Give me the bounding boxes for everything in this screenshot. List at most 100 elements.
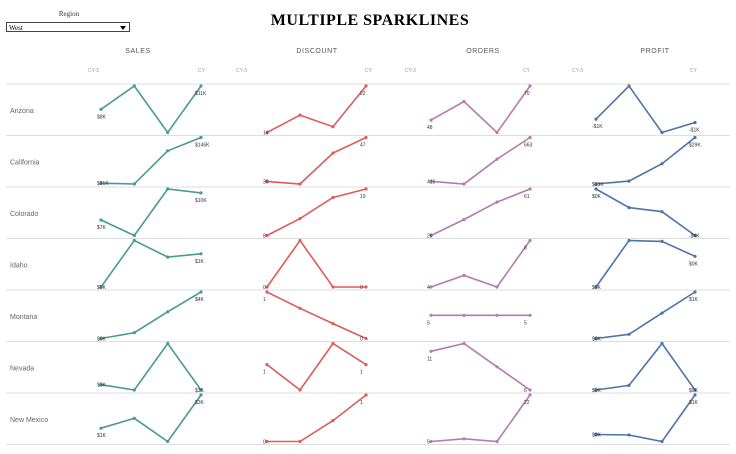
data-label-first: $3K: [97, 383, 107, 389]
sparkline-point: [660, 341, 664, 346]
data-label-first: 5: [427, 320, 430, 326]
axis-label-end: CY: [690, 68, 698, 74]
data-label-last: 19: [360, 194, 366, 200]
sparkline-discount: [266, 136, 367, 185]
sparkline-point: [660, 162, 664, 166]
sparkline-point: [265, 130, 269, 135]
sparkline-point: [364, 285, 368, 289]
sparkline-point: [528, 388, 532, 392]
data-label-last: 22: [360, 91, 366, 97]
data-label-last: 70: [524, 91, 530, 97]
sparkline-point: [627, 238, 631, 243]
sparkline-point: [364, 393, 368, 397]
sparkline-point: [429, 313, 433, 317]
sparkline-point: [627, 179, 631, 183]
sparkline-profit: [595, 239, 696, 288]
sparkline-point: [660, 130, 664, 135]
data-label-first: $0K: [97, 285, 107, 291]
sparkline-profit: [595, 136, 696, 185]
sparkline-discount: [266, 342, 367, 392]
sparkline-profit: [595, 188, 696, 237]
data-label-last: $10K: [195, 198, 207, 204]
data-label-first: 1: [263, 297, 266, 303]
sparkline-point: [364, 336, 368, 341]
sparkline-point: [528, 135, 532, 140]
sparkline-point: [132, 233, 136, 238]
sparkline-point: [495, 130, 499, 135]
sparkline-point: [99, 426, 103, 430]
data-label-first: 30: [263, 179, 269, 185]
sparkline-point: [99, 218, 103, 222]
sparkline-point: [660, 439, 664, 444]
sparkline-point: [132, 182, 136, 186]
data-label-last: 8: [524, 246, 527, 252]
sparkline-point: [99, 383, 103, 387]
sparkline-point: [199, 290, 203, 294]
row-label-state: New Mexico: [10, 417, 48, 424]
data-label-last: 22: [524, 400, 530, 406]
data-label-first: $8K: [97, 114, 107, 120]
data-label-last: 6: [524, 388, 527, 394]
sparkline-point: [627, 383, 631, 387]
sparkline-point: [693, 388, 697, 392]
column-header-sales: SALES: [125, 48, 151, 55]
sparkline-sales: [100, 239, 202, 288]
sparkline-sales: [100, 188, 202, 237]
sparkline-point: [364, 135, 368, 140]
axis-label-start: CY-3: [88, 68, 99, 74]
sparkline-point: [693, 393, 697, 397]
sparkline-point: [166, 439, 170, 444]
sparkline-point: [594, 182, 598, 186]
sparkline-point: [132, 388, 136, 392]
data-label-first: 0: [263, 440, 266, 446]
data-label-first: 0: [263, 285, 266, 291]
sparkline-point: [495, 285, 499, 289]
data-label-first: 48: [427, 125, 433, 131]
sparkline-point: [265, 290, 269, 294]
sparkline-point: [99, 336, 103, 341]
data-label-last: $4K: [195, 297, 205, 303]
column-header-discount: DISCOUNT: [296, 48, 337, 55]
chevron-down-icon[interactable]: [120, 26, 126, 30]
sparkline-discount: [266, 239, 366, 288]
data-label-last: $0K: [689, 388, 699, 394]
data-label-last: 663: [524, 143, 533, 149]
sparkline-point: [364, 84, 368, 88]
data-label-last: 47: [360, 143, 366, 149]
sparkline-point: [364, 363, 368, 367]
row-label-state: Colorado: [10, 211, 39, 218]
sparkline-discount: [266, 291, 367, 340]
data-label-last: $3K: [195, 388, 205, 394]
sparkline-point: [627, 206, 631, 210]
sparkline-point: [495, 313, 499, 317]
sparkline-point: [132, 416, 136, 420]
row-label-state: Idaho: [10, 262, 28, 269]
sparkline-discount: [267, 394, 367, 443]
data-label-first: 4: [427, 285, 430, 291]
data-label-first: -$1K: [592, 124, 603, 130]
data-label-last: 1: [360, 370, 363, 376]
sparkline-point: [429, 118, 433, 122]
sparkline-point: [99, 285, 103, 289]
sparkline-point: [166, 149, 170, 153]
sparkline-discount: [266, 85, 367, 134]
region-select[interactable]: West: [6, 22, 130, 32]
sparkline-profit: [595, 394, 696, 443]
sparkline-point: [495, 200, 499, 204]
data-label-first: $13K: [592, 182, 604, 188]
sparkline-point: [627, 84, 631, 88]
sparkline-point: [331, 285, 335, 289]
sparkline-point: [660, 311, 664, 315]
axis-label-start: CY-3: [572, 68, 583, 74]
sparkline-point: [331, 125, 335, 129]
sparkline-sales: [100, 136, 202, 185]
data-label-last: $29K: [689, 143, 701, 149]
sparkline-point: [331, 151, 335, 155]
sparkline-orders: [430, 240, 531, 288]
data-label-first: $0K: [592, 433, 602, 439]
axis-label-start: CY-3: [405, 68, 416, 74]
sparkline-sales: [100, 291, 202, 340]
row-label-state: Nevada: [10, 365, 34, 372]
sparkline-sales: [100, 394, 202, 443]
